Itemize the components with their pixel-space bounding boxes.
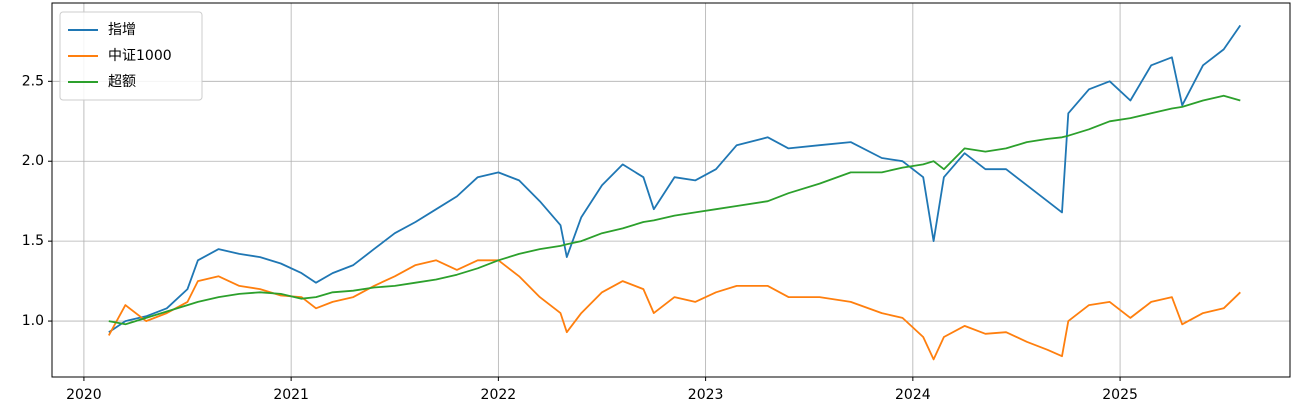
legend-box bbox=[59, 11, 203, 101]
y-tick-label: 2.0 bbox=[22, 153, 44, 169]
series-line bbox=[108, 259, 1241, 361]
x-tick-label: 2021 bbox=[273, 387, 309, 403]
series-line bbox=[108, 94, 1241, 326]
y-tick-label: 2.5 bbox=[22, 73, 44, 89]
x-tick-label: 2023 bbox=[688, 387, 724, 403]
plot-frame bbox=[51, 2, 1291, 378]
y-tick-label: 1.5 bbox=[22, 233, 44, 249]
legend-label: 超额 bbox=[108, 74, 136, 90]
y-tick-label: 1.0 bbox=[22, 313, 44, 329]
legend-label: 指增 bbox=[108, 22, 136, 38]
x-tick-label: 2020 bbox=[66, 387, 102, 403]
series-line bbox=[108, 24, 1242, 333]
x-tick-label: 2022 bbox=[481, 387, 517, 403]
legend-label: 中证1000 bbox=[108, 48, 172, 64]
x-tick-label: 2024 bbox=[895, 387, 931, 403]
x-tick-label: 2025 bbox=[1102, 387, 1138, 403]
